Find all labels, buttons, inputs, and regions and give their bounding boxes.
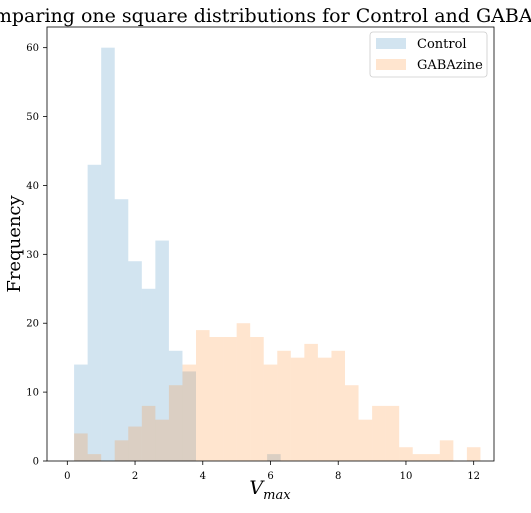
bar-gabazine bbox=[466, 447, 481, 461]
bar-gabazine bbox=[141, 405, 156, 461]
x-tick-label: 8 bbox=[335, 471, 341, 482]
bar-gabazine bbox=[412, 454, 427, 461]
bar-gabazine bbox=[74, 433, 88, 461]
bar-control bbox=[101, 47, 115, 462]
y-tick-label: 20 bbox=[26, 319, 39, 330]
bar-control bbox=[114, 199, 129, 461]
chart-title: Comparing one square distributions for C… bbox=[0, 5, 531, 27]
bar-gabazine bbox=[114, 440, 129, 461]
y-tick-label: 60 bbox=[26, 43, 39, 54]
bar-gabazine bbox=[263, 364, 278, 461]
x-tick-label: 6 bbox=[267, 471, 273, 482]
bar-gabazine bbox=[426, 454, 440, 461]
y-tick-label: 50 bbox=[26, 112, 39, 123]
x-axis-ticks: 0 2 4 6 8 10 12 bbox=[64, 461, 480, 482]
bar-gabazine bbox=[209, 337, 224, 461]
bar-control bbox=[141, 288, 156, 461]
series-gabazine bbox=[74, 323, 481, 461]
y-tick-label: 10 bbox=[26, 388, 39, 399]
x-axis-label-main: V bbox=[249, 477, 265, 499]
x-axis-label-subscript: max bbox=[263, 488, 291, 503]
legend-box bbox=[369, 31, 488, 78]
y-tick-label: 30 bbox=[26, 250, 39, 261]
bar-gabazine bbox=[250, 337, 264, 461]
bar-control bbox=[74, 364, 88, 461]
bar-control bbox=[87, 164, 102, 461]
bar-gabazine bbox=[182, 364, 196, 461]
bar-control bbox=[128, 261, 142, 461]
bar-gabazine bbox=[277, 350, 291, 461]
bar-gabazine bbox=[358, 419, 373, 461]
y-axis-ticks: 0 10 20 30 40 50 60 bbox=[26, 43, 47, 468]
legend-swatch-control bbox=[376, 38, 406, 49]
x-tick-label: 0 bbox=[64, 471, 70, 482]
series-control bbox=[74, 47, 281, 462]
y-tick-label: 0 bbox=[33, 457, 39, 468]
bar-control bbox=[155, 240, 169, 461]
legend-label-gabazine: GABAzine bbox=[417, 58, 483, 73]
legend: Control GABAzine bbox=[369, 31, 488, 78]
bar-gabazine bbox=[168, 385, 183, 461]
bar-gabazine bbox=[223, 337, 237, 461]
histogram-bars bbox=[74, 47, 481, 462]
x-tick-label: 2 bbox=[132, 471, 138, 482]
bar-gabazine bbox=[304, 343, 318, 461]
bar-gabazine bbox=[331, 350, 345, 461]
bar-gabazine bbox=[345, 385, 359, 461]
bar-gabazine bbox=[236, 323, 251, 461]
x-axis-label: Vmax bbox=[249, 477, 291, 503]
legend-swatch-gabazine bbox=[376, 59, 406, 70]
legend-label-control: Control bbox=[417, 37, 467, 52]
x-tick-label: 10 bbox=[400, 471, 413, 482]
bar-gabazine bbox=[372, 405, 386, 461]
bar-gabazine bbox=[439, 440, 454, 461]
bar-gabazine bbox=[385, 405, 400, 461]
y-axis-label: Frequency bbox=[4, 194, 25, 292]
bar-gabazine bbox=[290, 357, 305, 461]
bar-gabazine bbox=[399, 447, 413, 461]
bar-control bbox=[267, 454, 281, 461]
y-tick-label: 40 bbox=[26, 181, 39, 192]
x-tick-label: 12 bbox=[467, 471, 480, 482]
bar-gabazine bbox=[155, 419, 169, 461]
bar-control bbox=[168, 350, 183, 461]
bar-control bbox=[182, 371, 196, 461]
bar-gabazine bbox=[87, 454, 102, 461]
bar-gabazine bbox=[128, 426, 142, 461]
bar-gabazine bbox=[196, 330, 210, 461]
x-tick-label: 4 bbox=[200, 471, 206, 482]
bar-gabazine bbox=[317, 357, 332, 461]
